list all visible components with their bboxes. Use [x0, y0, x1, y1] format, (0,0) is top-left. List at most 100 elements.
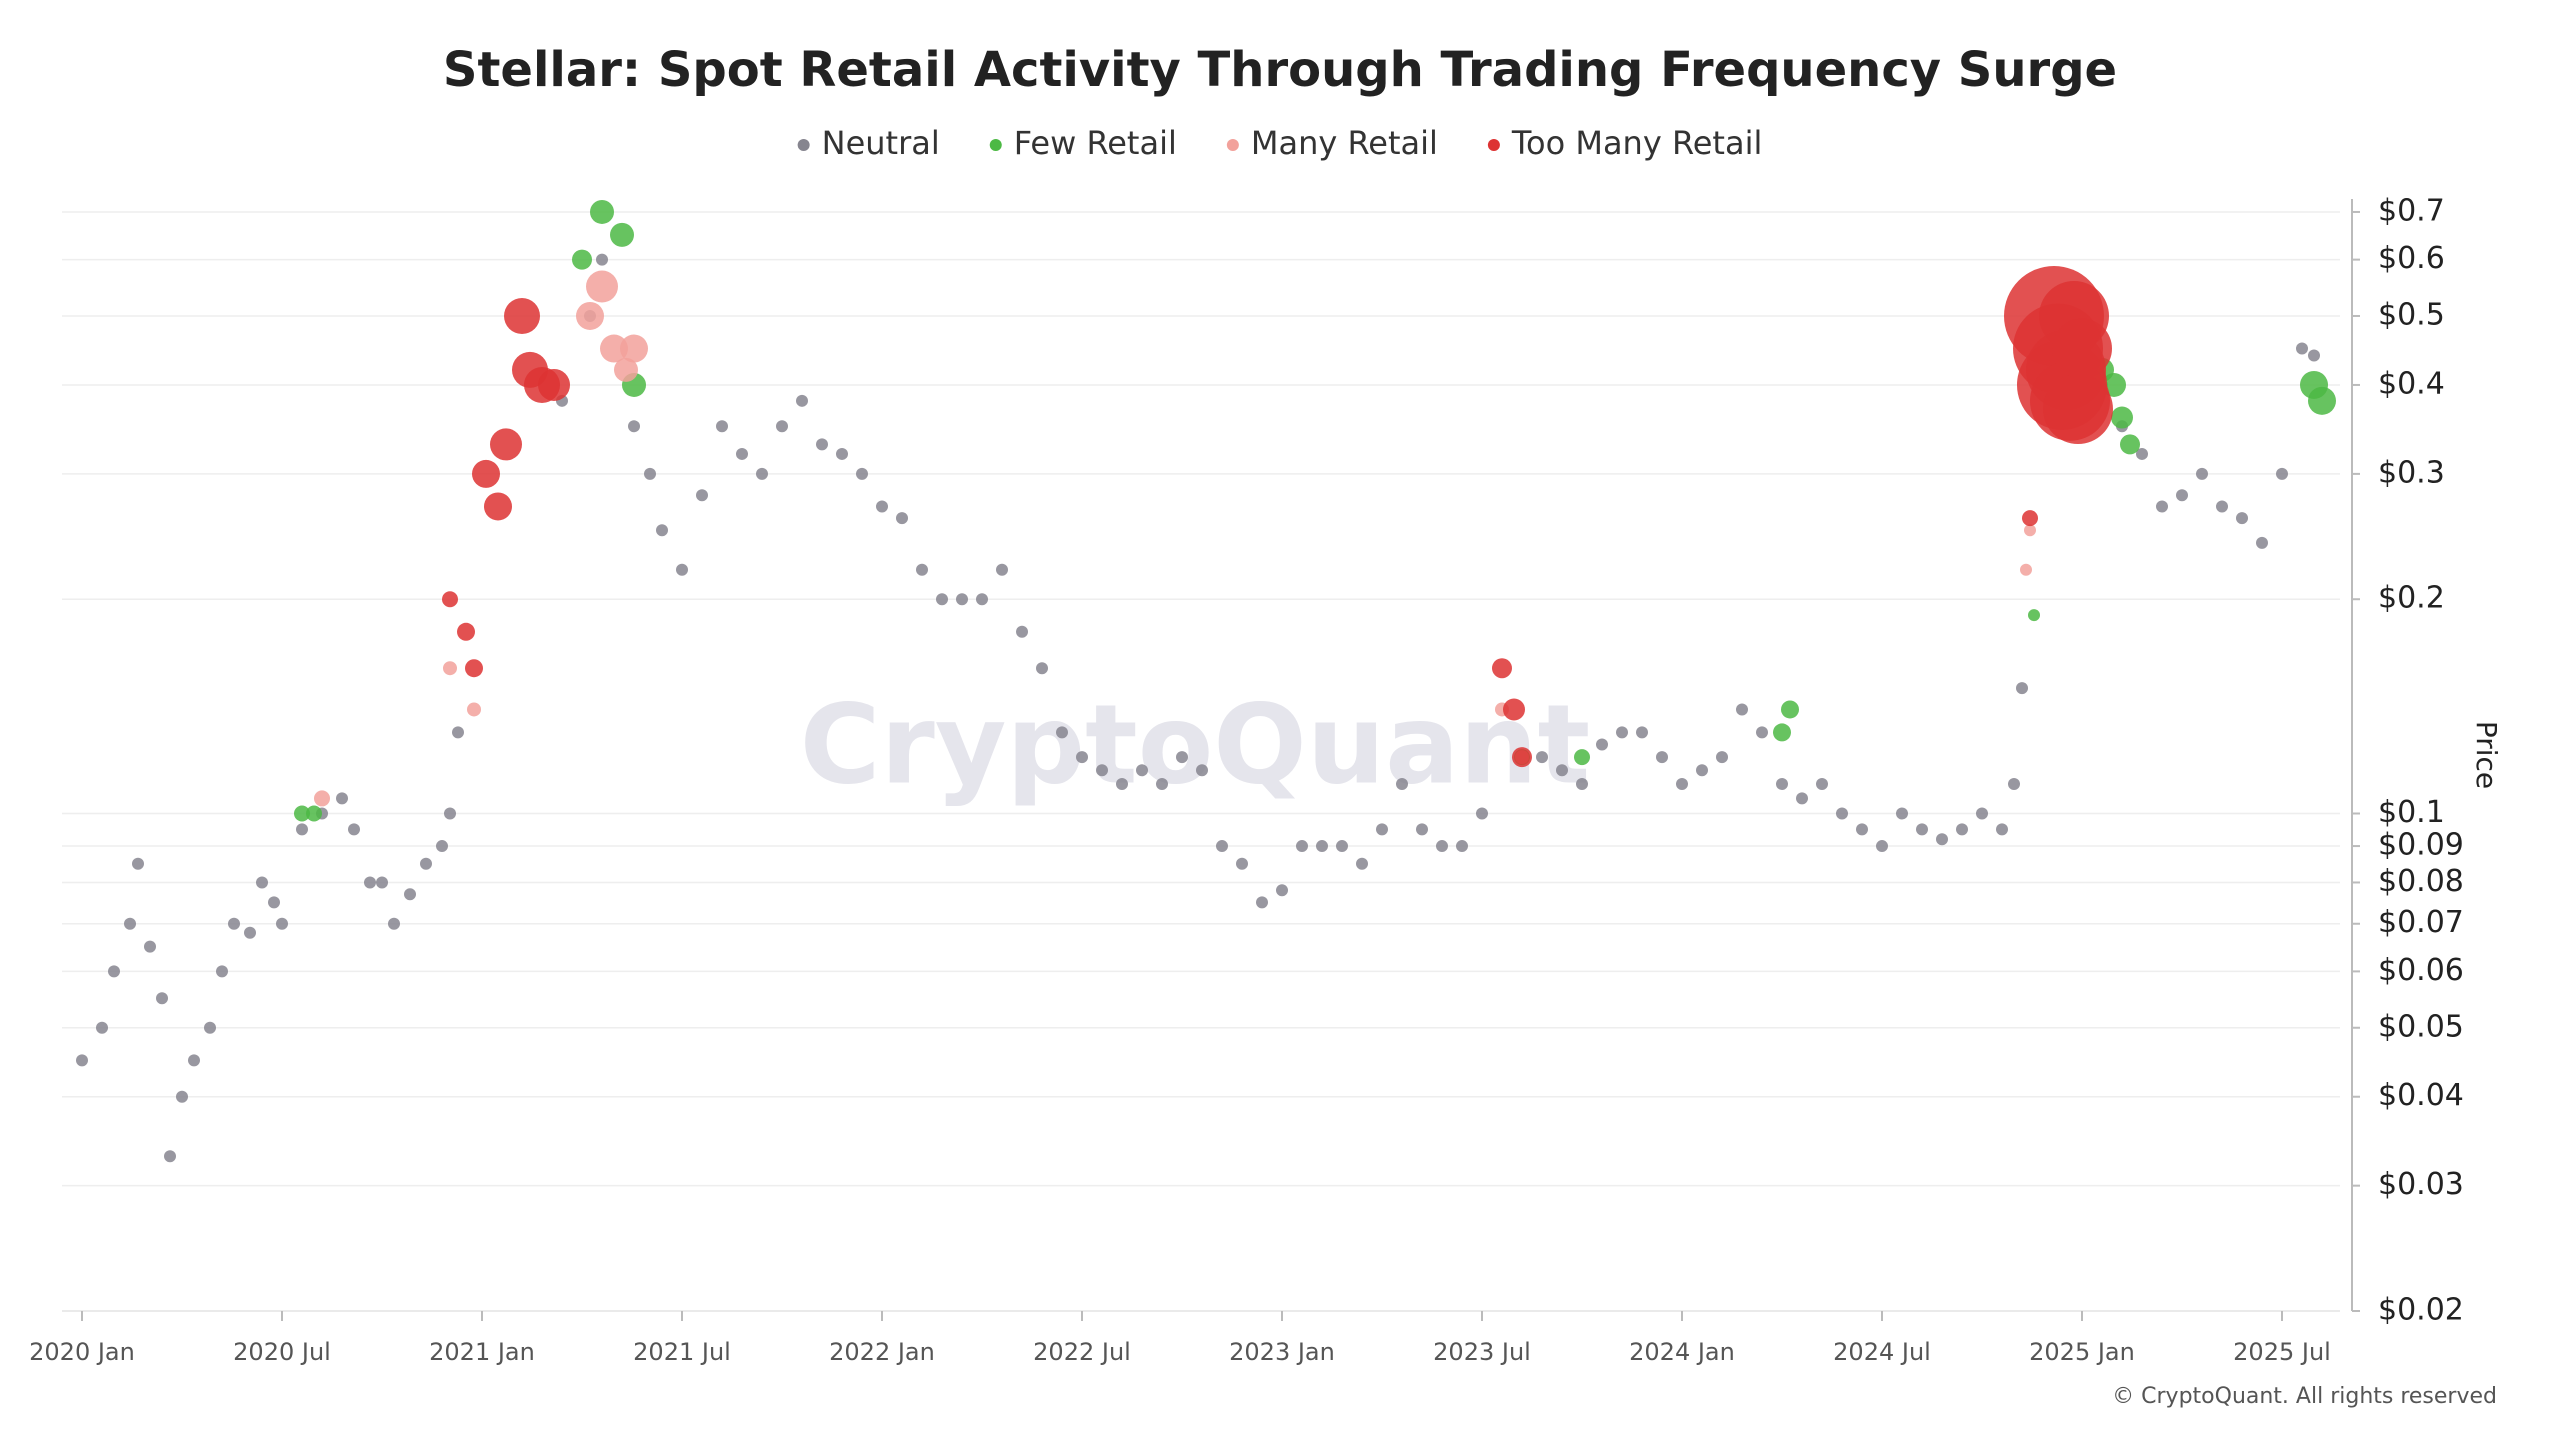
point	[2136, 447, 2148, 460]
point	[2308, 386, 2336, 415]
point	[306, 805, 322, 822]
point	[538, 368, 570, 401]
y-tick-label: $0.03	[2378, 1167, 2464, 1202]
point	[1156, 778, 1168, 791]
point	[348, 823, 360, 836]
point	[2196, 467, 2208, 480]
point	[504, 297, 540, 334]
series	[442, 265, 2113, 768]
point	[1476, 807, 1488, 820]
point	[596, 253, 608, 266]
point	[204, 1021, 216, 1034]
point	[472, 459, 500, 488]
x-tick-label: 2020 Jan	[29, 1338, 135, 1366]
point	[442, 591, 458, 608]
point	[294, 805, 310, 822]
point	[796, 394, 808, 407]
y-tick-label: $0.05	[2378, 1009, 2464, 1044]
point	[228, 917, 240, 930]
point	[1136, 764, 1148, 777]
point	[676, 563, 688, 576]
point	[896, 512, 908, 525]
point	[1596, 738, 1608, 751]
point	[756, 467, 768, 480]
point	[1316, 840, 1328, 853]
y-tick-label: $0.6	[2378, 241, 2445, 276]
point	[1492, 658, 1512, 679]
point	[444, 807, 456, 820]
point	[1736, 703, 1748, 716]
y-tick-label: $0.4	[2378, 366, 2445, 401]
point	[2043, 374, 2113, 445]
point	[976, 593, 988, 606]
point	[276, 917, 288, 930]
y-tick-label: $0.04	[2378, 1078, 2464, 1113]
point	[457, 622, 475, 641]
point	[572, 249, 592, 270]
point	[2016, 682, 2028, 695]
point	[2111, 406, 2133, 429]
point	[2120, 434, 2140, 455]
y-tick-label: $0.1	[2378, 795, 2445, 830]
point	[1656, 751, 1668, 764]
point	[1196, 764, 1208, 777]
point	[2156, 500, 2168, 513]
point	[1276, 884, 1288, 897]
x-tick-label: 2025 Jul	[2233, 1338, 2331, 1366]
point	[1236, 857, 1248, 870]
point	[336, 792, 348, 805]
point	[188, 1054, 200, 1067]
point	[644, 467, 656, 480]
point	[2052, 318, 2112, 379]
y-tick-label: $0.7	[2378, 193, 2445, 228]
point	[144, 940, 156, 953]
point	[1456, 840, 1468, 853]
point	[216, 965, 228, 978]
point	[244, 926, 256, 939]
x-tick-label: 2025 Jan	[2029, 1338, 2135, 1366]
point	[1816, 778, 1828, 791]
point	[2236, 512, 2248, 525]
x-tick-label: 2023 Jan	[1229, 1338, 1335, 1366]
point	[296, 823, 308, 836]
point	[1096, 764, 1108, 777]
point	[1616, 726, 1628, 739]
x-tick-label: 2024 Jul	[1833, 1338, 1931, 1366]
point	[2024, 524, 2036, 537]
point	[1536, 751, 1548, 764]
point	[1556, 764, 1568, 777]
point	[1916, 823, 1928, 836]
point	[364, 876, 376, 889]
point	[1576, 778, 1588, 791]
point	[1781, 700, 1799, 719]
point	[590, 199, 614, 224]
point	[1336, 840, 1348, 853]
point	[1116, 778, 1128, 791]
point	[376, 876, 388, 889]
point	[2022, 510, 2038, 527]
point	[1936, 833, 1948, 846]
point	[1696, 764, 1708, 777]
point	[836, 447, 848, 460]
point	[1996, 823, 2008, 836]
point	[124, 917, 136, 930]
point	[1036, 662, 1048, 675]
point	[1376, 823, 1388, 836]
series	[294, 199, 2336, 822]
watermark: CryptoQuant	[800, 680, 1591, 808]
point	[1676, 778, 1688, 791]
point	[164, 1150, 176, 1163]
point	[2296, 342, 2308, 355]
point	[388, 917, 400, 930]
point	[467, 702, 481, 717]
point	[1636, 726, 1648, 739]
point	[268, 896, 280, 909]
point	[1416, 823, 1428, 836]
y-tick-label: $0.09	[2378, 828, 2464, 863]
point	[656, 524, 668, 537]
point	[1256, 896, 1268, 909]
point	[956, 593, 968, 606]
point	[1176, 751, 1188, 764]
